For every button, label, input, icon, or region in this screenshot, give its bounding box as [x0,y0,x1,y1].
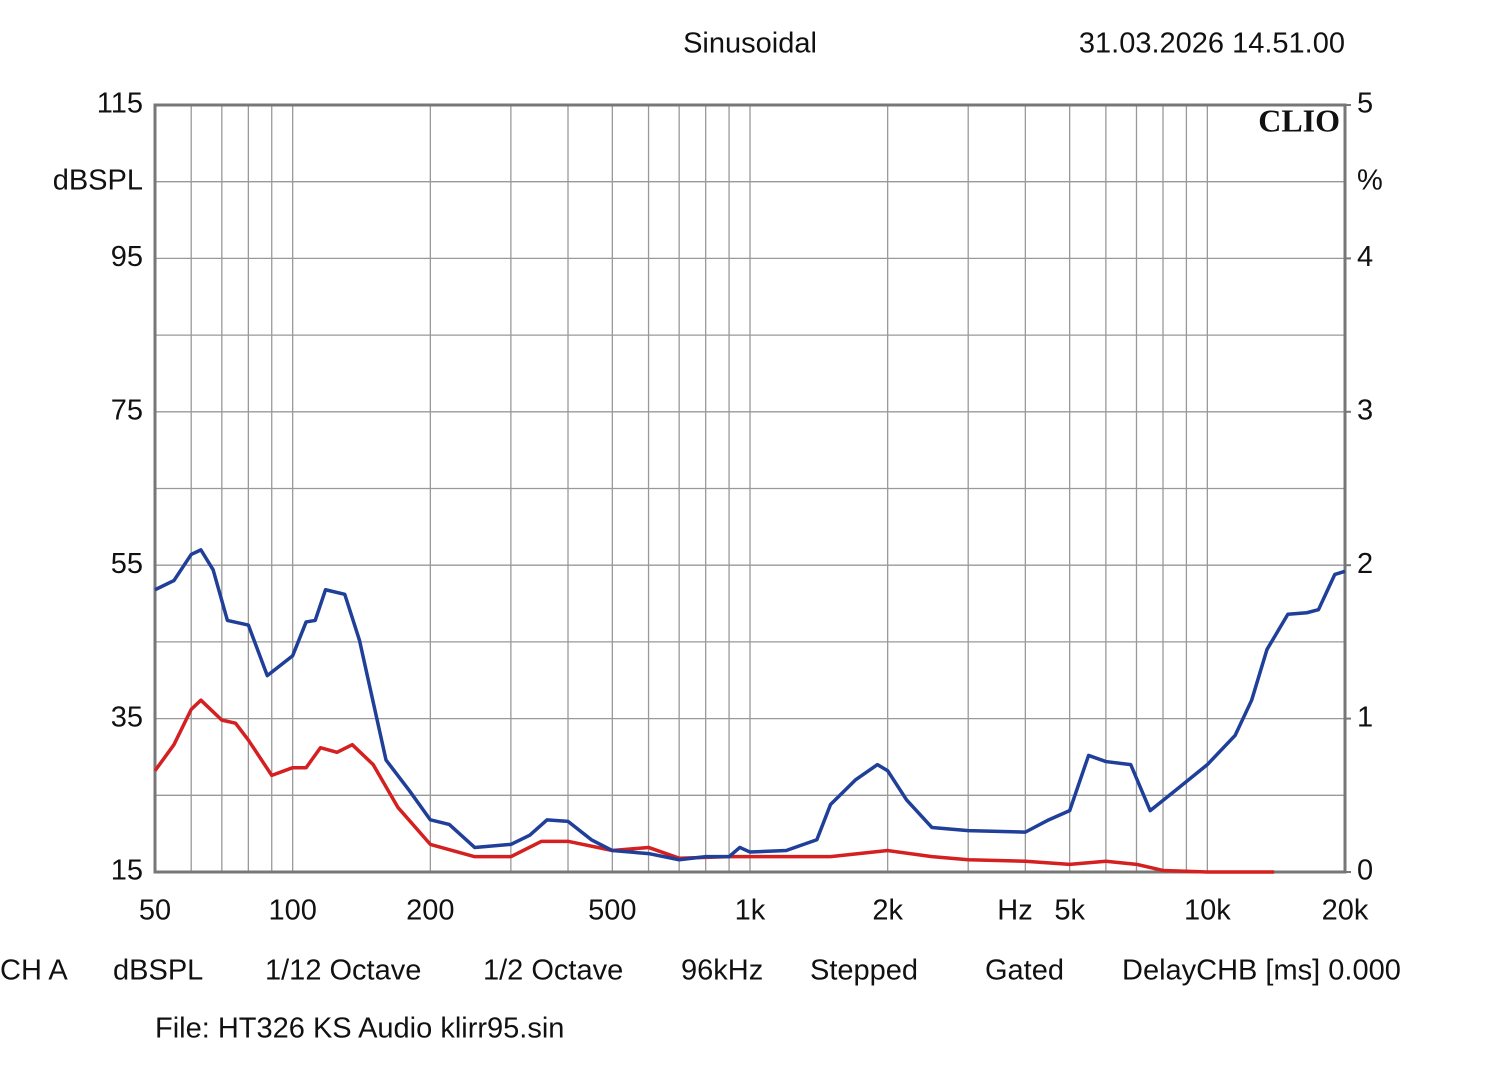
setting-label: DelayCHB [ms] 0.000 [1122,955,1401,987]
x-tick-label: 2k [872,895,903,927]
y-tick-label: 75 [111,394,143,426]
y-tick-label: 35 [111,701,143,733]
setting-label: Stepped [810,955,918,987]
setting-label: CH A [0,955,68,987]
setting-label: 1/12 Octave [265,955,421,987]
y2-tick-label: 3 [1357,394,1373,426]
grid [154,104,1346,873]
x-tick-label: 500 [588,895,636,927]
y2-tick-label: 2 [1357,548,1373,580]
x-tick-label: 20k [1322,895,1369,927]
x-tick-label: 50 [139,895,171,927]
file-name: File: HT326 KS Audio klirr95.sin [155,1013,564,1045]
plot-frame [153,103,1347,874]
y2-axis-label: % [1357,165,1383,197]
y2-tick-label: 5 [1357,88,1373,120]
x-tick-label: 10k [1184,895,1231,927]
chart-title: Sinusoidal [683,28,817,60]
y-tick-label: 115 [97,88,143,120]
setting-label: Gated [985,955,1064,987]
y2-tick-label: 4 [1357,241,1373,273]
y-tick-label: 15 [111,855,143,887]
y-tick-label: 55 [111,548,143,580]
x-tick-label: 5k [1054,895,1085,927]
setting-label: 1/2 Octave [483,955,623,987]
x-tick-label: 1k [735,895,766,927]
logo: CLIO [1258,102,1340,138]
x-axis-label: Hz [997,895,1032,927]
series-line [153,698,1275,874]
setting-label: dBSPL [113,955,203,987]
series-line [154,548,1346,862]
y2-tick-label: 1 [1357,701,1373,733]
x-tick-label: 200 [406,895,454,927]
setting-label: 96kHz [681,955,763,987]
y2-tick-label: 0 [1357,855,1373,887]
timestamp: 31.03.2026 14.51.00 [1079,28,1345,60]
x-tick-label: 100 [268,895,316,927]
y-axis-label: dBSPL [53,165,143,197]
y-tick-label: 95 [111,241,143,273]
